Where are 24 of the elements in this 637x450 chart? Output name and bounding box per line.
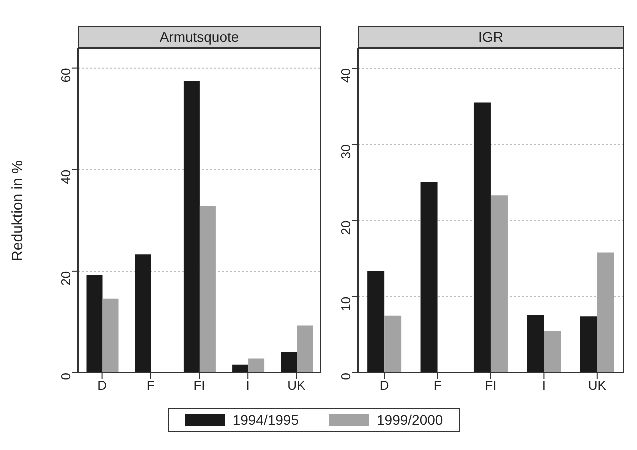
y-tick-label: 10: [338, 296, 354, 312]
y-tick-label: 0: [338, 373, 354, 380]
y-tick-label: 40: [338, 68, 354, 84]
x-tick-label: F: [434, 378, 442, 394]
y-tick-label: 20: [338, 220, 354, 236]
y-tick-label: 30: [338, 144, 354, 160]
y-tick-label: 20: [58, 271, 74, 286]
chart-title: IGR: [358, 26, 624, 48]
y-tick-label: 0: [58, 373, 74, 380]
x-tick-label: FI: [485, 378, 497, 394]
x-tick-label: D: [98, 378, 107, 394]
x-tick-label: D: [380, 378, 390, 394]
y-tick-label: 40: [58, 170, 74, 184]
legend-label: 1994/1995: [232, 412, 299, 428]
legend-label: 1999/2000: [377, 412, 444, 428]
x-tick-label: UK: [588, 378, 607, 394]
x-tick-label: F: [146, 378, 155, 394]
x-tick-label: FI: [194, 378, 206, 394]
y-axis-title: Reduktion in %: [10, 160, 26, 261]
x-tick-label: UK: [288, 378, 306, 394]
chart-title: Armutsquote: [78, 26, 321, 48]
y-tick-label: 60: [58, 68, 74, 83]
x-tick-label: I: [246, 378, 250, 394]
x-tick-label: I: [542, 378, 546, 394]
